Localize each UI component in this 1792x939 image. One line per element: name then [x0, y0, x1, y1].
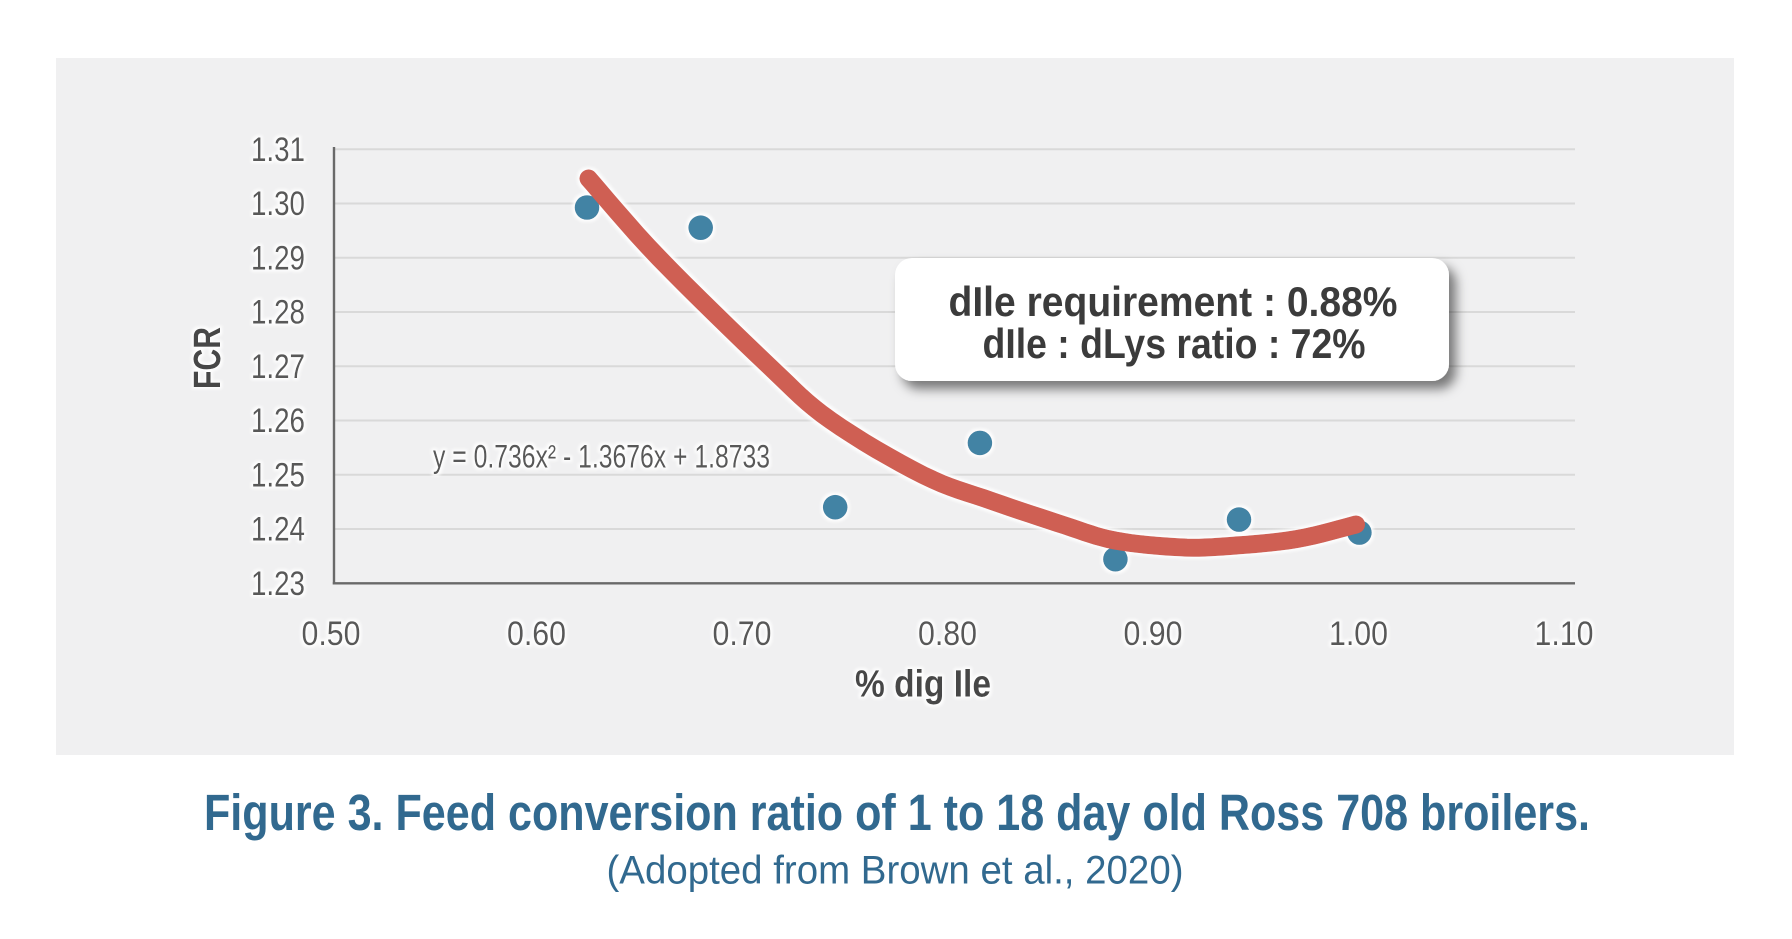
- svg-text:1.26: 1.26: [251, 402, 305, 440]
- svg-text:1.00: 1.00: [1329, 615, 1388, 653]
- svg-text:FCR: FCR: [187, 327, 229, 389]
- svg-text:1.28: 1.28: [251, 294, 305, 332]
- svg-text:(Adopted from Brown et al., 20: (Adopted from Brown et al., 2020): [607, 849, 1184, 893]
- svg-text:y = 0.736x² - 1.3676x + 1.8733: y = 0.736x² - 1.3676x + 1.8733: [433, 439, 770, 475]
- svg-text:0.80: 0.80: [918, 615, 977, 653]
- svg-text:1.25: 1.25: [251, 456, 305, 494]
- svg-text:1.31: 1.31: [251, 131, 305, 169]
- svg-text:0.60: 0.60: [507, 615, 566, 653]
- svg-text:dIle requirement : 0.88%: dIle requirement : 0.88%: [949, 278, 1398, 325]
- svg-text:1.27: 1.27: [251, 348, 305, 386]
- svg-text:1.24: 1.24: [251, 511, 305, 549]
- svg-text:1.30: 1.30: [251, 185, 305, 223]
- svg-text:Figure 3. Feed conversion rati: Figure 3. Feed conversion ratio of 1 to …: [204, 784, 1590, 841]
- svg-text:dIle : dLys ratio : 72%: dIle : dLys ratio : 72%: [983, 320, 1366, 367]
- svg-text:1.10: 1.10: [1535, 615, 1594, 653]
- svg-text:% dig Ile: % dig Ile: [855, 664, 991, 706]
- svg-text:1.23: 1.23: [251, 565, 305, 603]
- svg-text:0.70: 0.70: [713, 615, 772, 653]
- svg-text:0.90: 0.90: [1124, 615, 1183, 653]
- svg-text:1.29: 1.29: [251, 239, 305, 277]
- svg-text:0.50: 0.50: [302, 615, 361, 653]
